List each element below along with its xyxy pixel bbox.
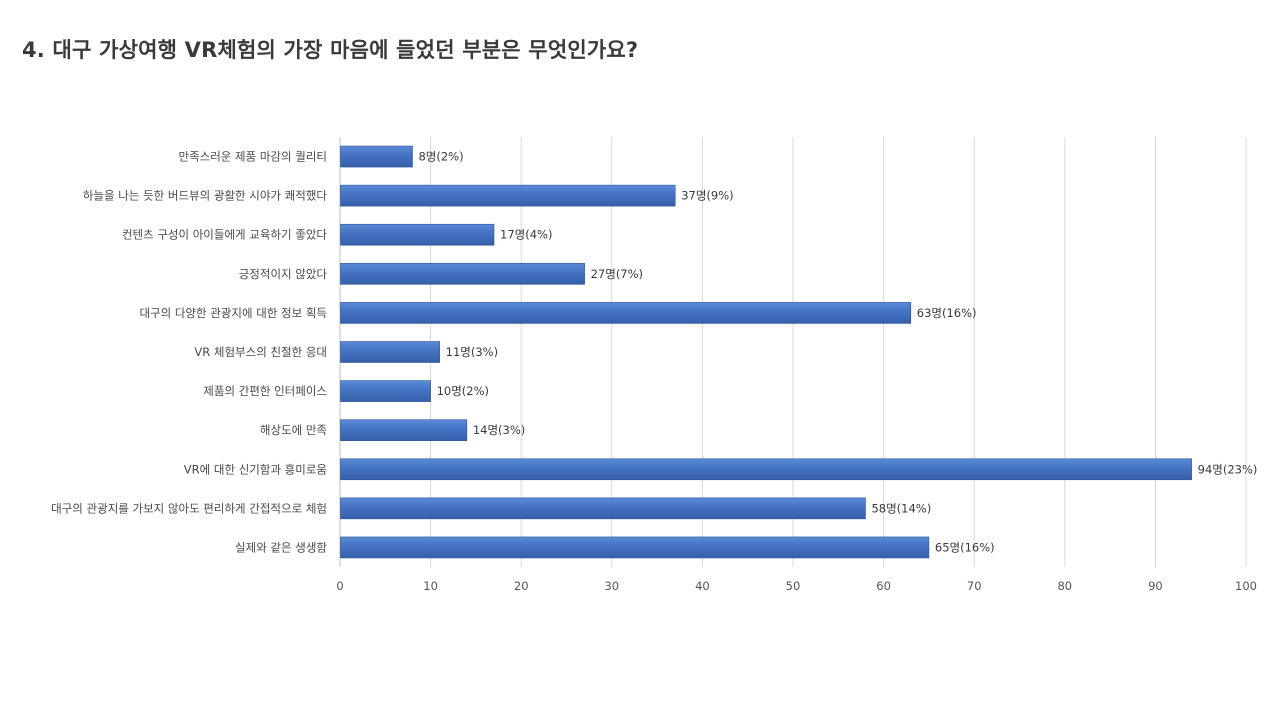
bar-6	[340, 380, 431, 402]
bar-3	[340, 263, 585, 285]
category-label: 하늘을 나는 듯한 버드뷰의 광활한 시야가 쾌적했다	[83, 189, 328, 203]
bar-1	[340, 184, 676, 207]
x-tick-label: 30	[604, 579, 619, 593]
data-label: 8명(2%)	[418, 150, 463, 164]
x-tick-label: 20	[514, 579, 529, 593]
category-label: 제품의 간편한 인터페이스	[203, 384, 327, 398]
category-label: 실제와 같은 생생함	[235, 540, 327, 554]
data-label: 63명(16%)	[917, 306, 977, 320]
data-label: 94명(23%)	[1198, 462, 1258, 476]
category-label: VR에 대한 신기함과 흥미로움	[184, 462, 327, 476]
bar-8	[340, 458, 1192, 481]
data-label: 14명(3%)	[473, 423, 525, 437]
data-label: 10명(2%)	[437, 384, 489, 398]
bar-0	[340, 145, 413, 168]
x-tick-label: 90	[1148, 579, 1163, 593]
category-label: 대구의 다양한 관광지에 대한 정보 획득	[139, 306, 327, 320]
x-tick-label: 0	[336, 579, 343, 593]
bar-9	[340, 497, 866, 520]
data-label: 37명(9%)	[681, 189, 733, 203]
data-label: 27명(7%)	[591, 267, 643, 281]
category-label: 긍정적이지 않았다	[239, 267, 328, 281]
bar-4	[340, 302, 912, 324]
category-label: 컨텐츠 구성이 아이들에게 교육하기 좋았다	[122, 228, 327, 242]
bar-7	[340, 419, 468, 441]
chart-title: 4. 대구 가상여행 VR체험의 가장 마음에 들었던 부분은 무엇인가요?	[22, 38, 639, 62]
labels: 0 10 20 30 40 50 60 70 80 90 100 만족스러운 제품 마감의 퀄리티 8명…	[51, 150, 1257, 593]
data-label: 65명(16%)	[935, 540, 995, 554]
x-tick-label: 70	[967, 579, 982, 593]
x-tick-label: 40	[695, 579, 710, 593]
bar-5	[340, 341, 440, 363]
bar-2	[340, 223, 495, 246]
category-label: 해상도에 만족	[260, 423, 327, 437]
x-tick-label: 50	[786, 579, 801, 593]
x-tick-label: 60	[876, 579, 891, 593]
x-tick-label: 80	[1057, 579, 1072, 593]
data-label: 11명(3%)	[446, 345, 498, 359]
data-label: 17명(4%)	[500, 228, 552, 242]
bar-10	[340, 536, 930, 559]
x-tick-label: 10	[423, 579, 438, 593]
data-label: 58명(14%)	[871, 501, 931, 515]
category-label: 대구의 관광지를 가보지 않아도 편리하게 간접적으로 체험	[51, 501, 327, 515]
bars	[340, 145, 1192, 559]
x-tick-label: 100	[1235, 579, 1257, 593]
category-label: VR 체험부스의 친절한 응대	[194, 345, 327, 359]
category-label: 만족스러운 제품 마감의 퀄리티	[178, 150, 327, 164]
